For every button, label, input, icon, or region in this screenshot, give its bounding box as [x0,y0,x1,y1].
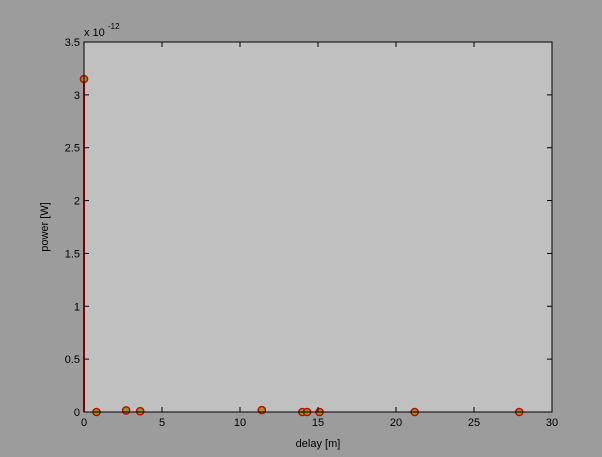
data-point [257,405,267,415]
x-tick-label: 15 [312,417,324,429]
data-point [121,406,131,415]
x-tick-label: 0 [81,417,87,429]
axes-background [84,42,552,412]
y-axis-label: power [W] [39,202,51,252]
ticks: 0 5 10 15 20 25 30 0 0.5 1 1.5 2 2.5 3 3.5 [65,37,558,429]
x-tick-label: 10 [234,417,246,429]
y-tick-label: 0.5 [65,354,80,366]
y-tick-label: 2.5 [65,143,80,155]
x-tick-label: 20 [390,417,402,429]
x-tick-label: 30 [546,417,558,429]
y-tick-label: 1 [74,301,80,313]
x-axis-label: delay [m] [296,438,341,450]
y-tick-label: 3.5 [65,37,80,49]
x-tick-label: 25 [468,417,480,429]
y-tick-label: 3 [74,90,80,102]
y-exponent-label: x 10 [84,27,105,39]
y-exponent-power: -12 [108,22,120,31]
data-point [135,406,145,416]
y-tick-label: 1.5 [65,248,80,260]
y-tick-label: 2 [74,196,80,208]
x-tick-label: 5 [159,417,165,429]
y-tick-label: 0 [74,407,80,419]
